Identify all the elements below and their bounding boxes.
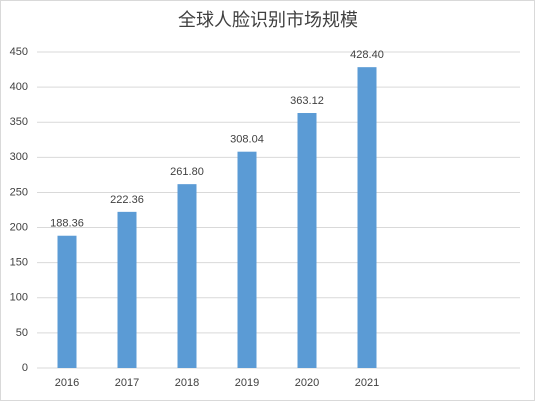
y-tick-label: 300 — [10, 151, 28, 163]
y-tick-label: 150 — [10, 257, 28, 269]
y-tick-label: 0 — [22, 362, 28, 374]
value-label: 428.40 — [350, 49, 384, 61]
y-tick-label: 350 — [10, 116, 28, 128]
bar — [297, 113, 317, 368]
y-tick-label: 200 — [10, 221, 28, 233]
bar — [177, 184, 197, 368]
y-tick-label: 450 — [10, 46, 28, 58]
x-tick-label: 2020 — [295, 377, 319, 389]
value-label: 308.04 — [230, 134, 264, 146]
y-tick-label: 400 — [10, 81, 28, 93]
bar — [57, 235, 77, 368]
value-label: 363.12 — [290, 95, 324, 107]
x-tick-label: 2017 — [115, 377, 139, 389]
chart-title: 全球人脸识别市场规模 — [178, 10, 358, 30]
x-tick-label: 2016 — [55, 377, 79, 389]
y-tick-label: 100 — [10, 292, 28, 304]
bar — [237, 151, 257, 368]
value-label: 261.80 — [170, 166, 204, 178]
value-label: 188.36 — [50, 218, 84, 230]
x-tick-label: 2021 — [355, 377, 379, 389]
bar — [117, 211, 137, 368]
x-tick-label: 2018 — [175, 377, 199, 389]
y-tick-label: 250 — [10, 186, 28, 198]
value-label: 222.36 — [110, 194, 144, 206]
x-tick-label: 2019 — [235, 377, 259, 389]
y-tick-label: 50 — [16, 327, 28, 339]
bar — [357, 67, 377, 368]
